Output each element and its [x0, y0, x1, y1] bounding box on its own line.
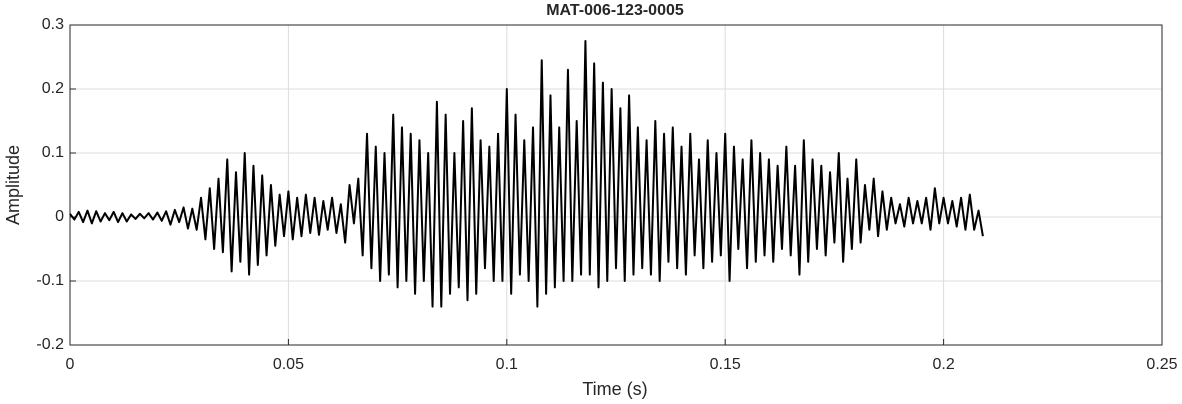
x-axis-label: Time (s) — [582, 379, 647, 399]
y-tick-label: 0 — [55, 208, 64, 225]
plot-area — [70, 25, 1162, 345]
x-tick-label: 0.05 — [273, 356, 304, 373]
x-tick-label: 0 — [66, 356, 75, 373]
y-tick-label: -0.2 — [36, 336, 64, 353]
y-tick-label: 0.2 — [42, 80, 64, 97]
x-tick-label: 0.15 — [710, 356, 741, 373]
x-tick-label: 0.2 — [932, 356, 954, 373]
x-tick-label: 0.1 — [496, 356, 518, 373]
plot-frame — [69, 24, 1163, 346]
waveform-line — [69, 40, 984, 308]
y-axis-label: Amplitude — [3, 145, 23, 225]
y-tick-label: 0.3 — [42, 16, 64, 33]
y-tick-label: -0.1 — [36, 272, 64, 289]
y-tick-label: 0.1 — [42, 144, 64, 161]
x-tick-label: 0.25 — [1146, 356, 1177, 373]
chart-title: MAT-006-123-0005 — [546, 2, 684, 19]
